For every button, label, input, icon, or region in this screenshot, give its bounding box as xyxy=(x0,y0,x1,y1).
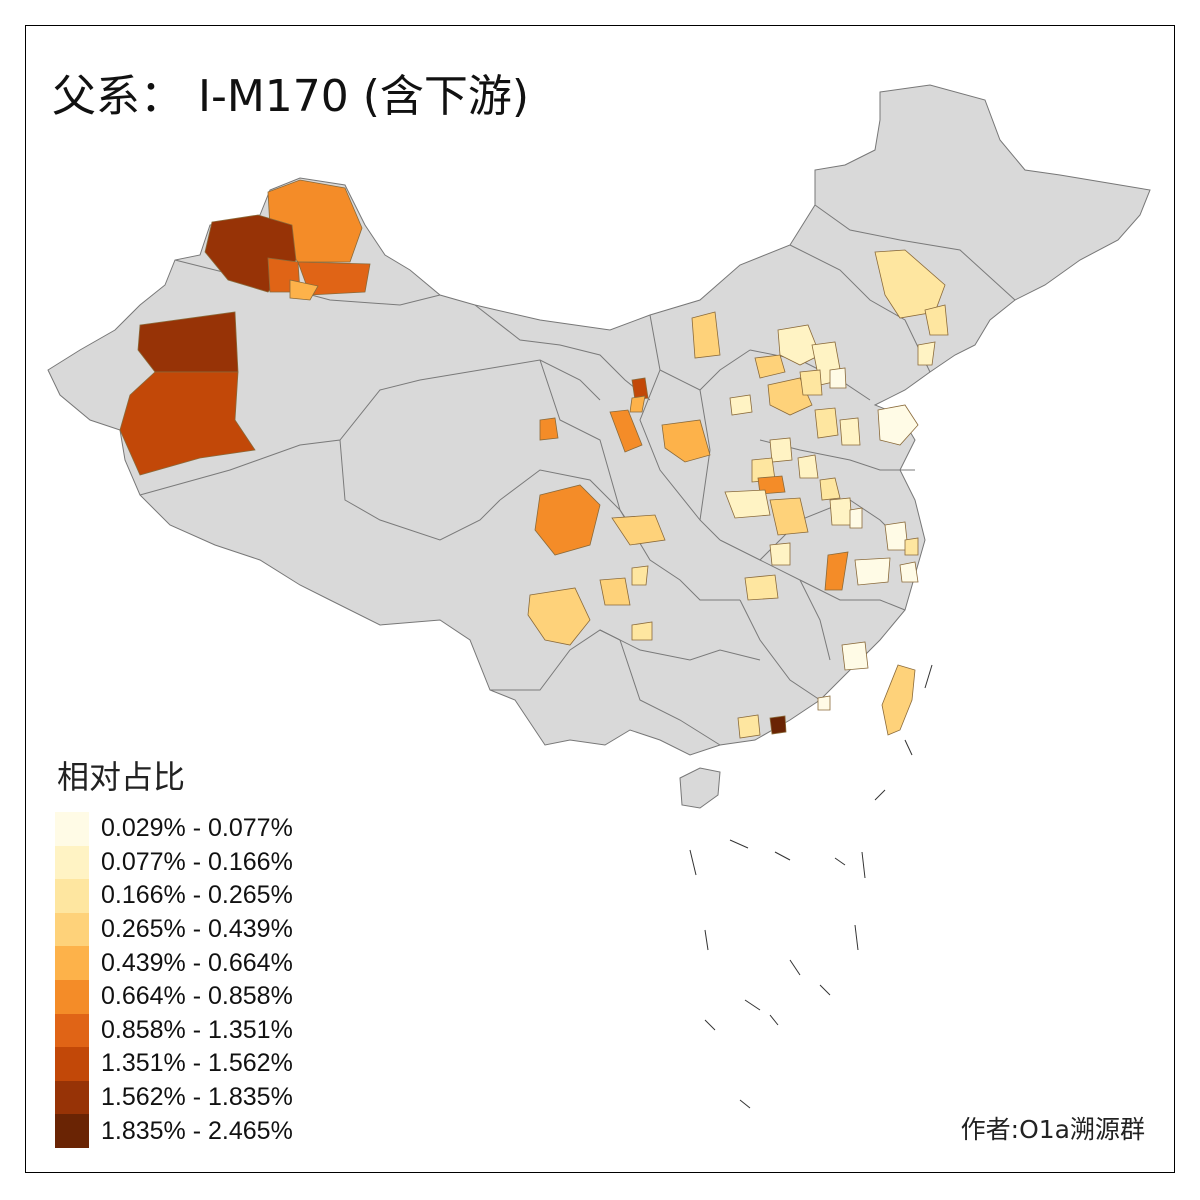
region-anhui-a xyxy=(829,497,853,526)
region-fujian xyxy=(841,641,869,671)
region-urumqi xyxy=(289,279,319,301)
legend-swatch xyxy=(55,1013,89,1048)
map-title: 父系： I-M170 (含下游) xyxy=(52,71,530,122)
legend-label: 0.077% - 0.166% xyxy=(101,847,293,876)
legend-item: 0.664% - 0.858% xyxy=(55,979,293,1014)
legend-item: 1.835% - 2.465% xyxy=(55,1114,293,1148)
region-shandong-a xyxy=(814,407,839,439)
legend-item: 0.265% - 0.439% xyxy=(55,912,293,947)
region-jiangxi xyxy=(854,557,891,586)
legend-label: 0.029% - 0.077% xyxy=(101,814,293,843)
region-henan-d xyxy=(724,489,771,519)
legend-label: 0.265% - 0.439% xyxy=(101,915,293,944)
legend-swatch xyxy=(55,812,89,846)
region-shanxi xyxy=(661,419,711,463)
region-tianjin xyxy=(829,367,847,389)
region-anhui-b xyxy=(849,507,863,529)
region-shandong-east xyxy=(877,404,919,446)
region-jiangsu-a xyxy=(884,521,909,551)
legend-item: 1.562% - 1.835% xyxy=(55,1080,293,1115)
region-chongqing xyxy=(611,514,666,546)
legend-item: 0.858% - 1.351% xyxy=(55,1013,293,1048)
legend-swatch xyxy=(55,979,89,1014)
legend-swatch xyxy=(55,845,89,880)
legend-swatch xyxy=(55,912,89,947)
region-guizhou-a xyxy=(599,577,631,606)
colored-regions xyxy=(119,179,949,739)
legend-label: 1.835% - 2.465% xyxy=(101,1116,293,1145)
region-henan-a xyxy=(769,437,793,463)
region-shaanxi-north xyxy=(631,377,649,401)
legend-title: 相对占比 xyxy=(57,758,186,796)
region-henan-e xyxy=(769,497,809,536)
legend-item: 0.029% - 0.077% xyxy=(55,812,293,846)
legend-item: 0.077% - 0.166% xyxy=(55,845,293,880)
region-gansu-a xyxy=(539,417,559,441)
region-zhejiang xyxy=(899,561,919,583)
region-kashgar xyxy=(119,371,256,476)
region-henan-f xyxy=(797,454,819,479)
legend-item: 1.351% - 1.562% xyxy=(55,1047,293,1081)
region-guangdong-b xyxy=(817,695,831,711)
legend-swatch xyxy=(55,1047,89,1081)
legend-swatch xyxy=(55,1114,89,1148)
region-guizhou-c xyxy=(631,621,653,641)
hainan-island xyxy=(679,767,721,809)
region-liaoning-a xyxy=(924,304,949,336)
region-henan-g xyxy=(819,477,841,501)
region-taiwan xyxy=(881,664,916,736)
region-hubei-a xyxy=(769,542,791,566)
legend-label: 0.664% - 0.858% xyxy=(101,982,293,1011)
legend-item: 0.439% - 0.664% xyxy=(55,946,293,980)
region-baotou xyxy=(691,311,721,359)
region-liaoning-b xyxy=(917,341,936,366)
legend-rows: 0.029% - 0.077% 0.077% - 0.166% 0.166% - 0… xyxy=(55,812,293,1148)
region-hubei-b xyxy=(824,551,849,591)
region-ningxia xyxy=(609,409,643,453)
region-guizhou-b xyxy=(631,565,649,586)
region-hebei-a xyxy=(777,324,821,366)
region-hebei-f xyxy=(729,394,753,416)
legend-label: 0.439% - 0.664% xyxy=(101,948,293,977)
south-sea-islands xyxy=(689,664,933,1109)
legend-label: 1.351% - 1.562% xyxy=(101,1049,293,1078)
legend: 相对占比 0.029% - 0.077% 0.077% - 0.166% 0.166… xyxy=(55,752,293,1148)
author-credit: 作者:O1a溯源群 xyxy=(960,1115,1145,1144)
region-sichuan xyxy=(534,484,601,556)
region-hebei-d xyxy=(767,377,813,416)
region-guangdong xyxy=(769,715,787,735)
legend-swatch xyxy=(55,946,89,980)
region-yunnan xyxy=(527,587,591,646)
region-hebei-e xyxy=(799,369,823,396)
region-hebei-c xyxy=(754,354,786,379)
legend-swatch xyxy=(55,879,89,913)
legend-swatch xyxy=(55,1080,89,1115)
region-jiangsu-b xyxy=(904,537,919,556)
region-henan-c xyxy=(757,475,786,495)
legend-label: 0.858% - 1.351% xyxy=(101,1015,293,1044)
legend-label: 1.562% - 1.835% xyxy=(101,1083,293,1112)
legend-item: 0.166% - 0.265% xyxy=(55,879,293,913)
region-hubei-c xyxy=(744,574,779,601)
region-shandong-b xyxy=(839,417,861,446)
region-nm-west xyxy=(629,395,646,413)
region-guangxi xyxy=(737,714,761,739)
legend-label: 0.166% - 0.265% xyxy=(101,881,293,910)
